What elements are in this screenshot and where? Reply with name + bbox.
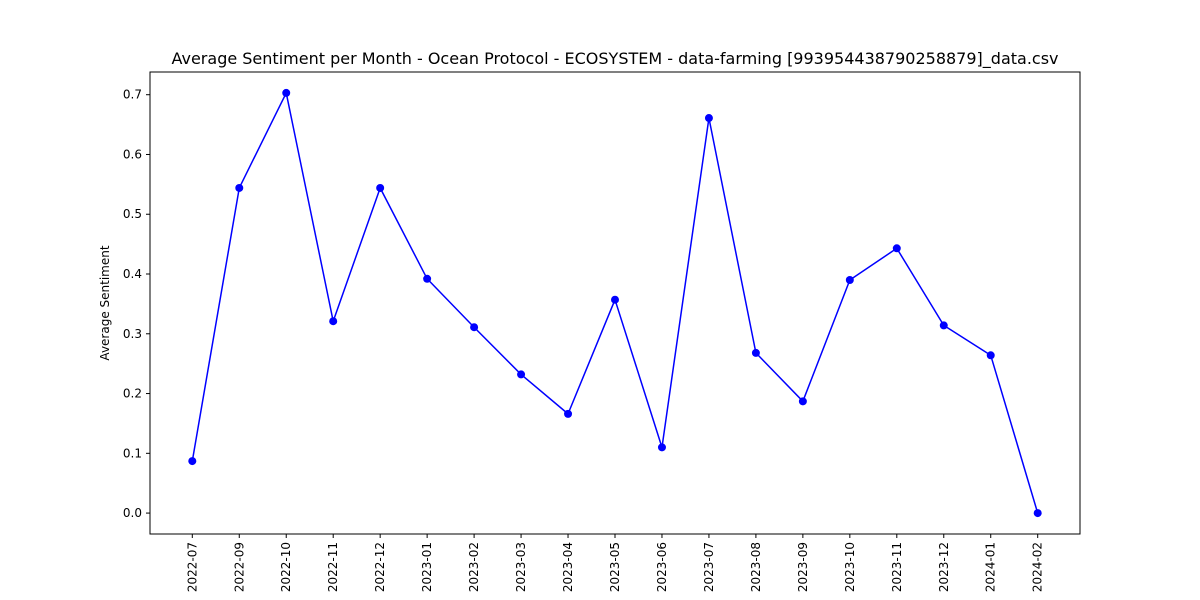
x-tick-label: 2023-02 <box>467 542 481 592</box>
x-tick-label: 2022-11 <box>326 542 340 592</box>
data-point <box>845 275 854 284</box>
x-tick-label: 2022-12 <box>373 542 387 592</box>
data-point <box>564 409 573 418</box>
y-tick-label: 0.6 <box>123 147 142 161</box>
x-tick-label: 2023-03 <box>514 542 528 592</box>
y-axis: 0.0 0.1 0.2 0.3 0.4 0.5 0.6 0.7 <box>123 88 150 520</box>
x-tick-label: 2022-07 <box>185 542 199 592</box>
x-tick-label: 2023-05 <box>608 542 622 592</box>
x-tick-label: 2023-08 <box>749 542 763 592</box>
y-tick-label: 0.5 <box>123 207 142 221</box>
x-tick-label: 2023-07 <box>702 542 716 592</box>
data-point <box>611 295 619 304</box>
x-tick-label: 2023-04 <box>561 542 575 592</box>
x-tick-label: 2023-12 <box>937 542 951 592</box>
data-point <box>423 274 432 283</box>
x-tick-label: 2022-09 <box>232 542 246 592</box>
data-point <box>329 317 338 326</box>
y-tick-label: 0.0 <box>123 506 142 520</box>
x-axis: 2022-07 2022-09 2022-10 2022-11 2022-12 2023-… <box>185 534 1045 592</box>
x-tick-label: 2024-01 <box>984 542 998 592</box>
x-tick-label: 2022-10 <box>279 542 293 592</box>
data-point <box>939 321 948 330</box>
series-layer <box>188 88 1042 518</box>
data-point <box>986 351 995 360</box>
data-point <box>188 457 197 466</box>
y-tick-label: 0.7 <box>123 88 142 102</box>
data-point <box>282 88 291 97</box>
data-point <box>657 443 666 452</box>
y-tick-label: 0.4 <box>123 267 142 281</box>
data-point <box>517 370 526 379</box>
data-point <box>1033 509 1042 518</box>
data-point <box>751 348 760 357</box>
y-axis-label: Average Sentiment <box>98 245 112 360</box>
data-point <box>704 114 713 123</box>
y-tick-label: 0.1 <box>123 446 142 460</box>
y-tick-label: 0.3 <box>123 327 142 341</box>
data-point <box>892 244 901 253</box>
data-point <box>376 183 385 192</box>
data-point <box>470 323 479 332</box>
data-point <box>235 183 244 192</box>
x-tick-label: 2023-09 <box>796 542 810 592</box>
x-tick-label: 2024-02 <box>1031 542 1045 592</box>
data-point <box>798 397 807 406</box>
chart-title: Average Sentiment per Month - Ocean Prot… <box>171 49 1058 69</box>
x-tick-label: 2023-10 <box>843 542 857 592</box>
y-tick-label: 0.2 <box>123 387 142 401</box>
x-tick-label: 2023-11 <box>890 542 904 592</box>
x-tick-label: 2023-01 <box>420 542 434 592</box>
x-tick-label: 2023-06 <box>655 542 669 592</box>
